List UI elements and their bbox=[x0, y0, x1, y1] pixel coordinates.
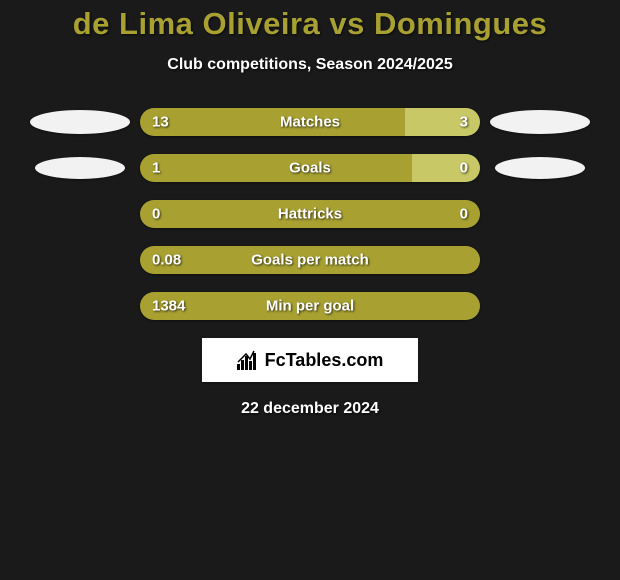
stat-value-left: 13 bbox=[152, 114, 169, 131]
right-indicator-slot bbox=[480, 157, 600, 179]
stat-row: Goals 1 0 bbox=[0, 154, 620, 182]
stats-container: Matches 13 3 Goals 1 0 Hattricks 0 0 Goals per ma… bbox=[0, 108, 620, 320]
stat-value-left: 1384 bbox=[152, 298, 185, 315]
stat-label: Goals bbox=[289, 160, 331, 177]
stat-row: Min per goal 1384 bbox=[0, 292, 620, 320]
page-title: de Lima Oliveira vs Domingues bbox=[0, 6, 620, 42]
stat-bar: Goals per match 0.08 bbox=[140, 246, 480, 274]
stat-value-left: 0.08 bbox=[152, 252, 181, 269]
branding-badge[interactable]: FcTables.com bbox=[202, 338, 418, 382]
stat-label: Hattricks bbox=[278, 206, 342, 223]
bar-left-segment bbox=[140, 154, 412, 182]
stat-row: Hattricks 0 0 bbox=[0, 200, 620, 228]
stat-label: Min per goal bbox=[266, 298, 354, 315]
branding-text: FcTables.com bbox=[265, 350, 384, 371]
stat-label: Goals per match bbox=[251, 252, 369, 269]
left-ellipse bbox=[35, 157, 125, 179]
chart-icon bbox=[237, 350, 259, 370]
stat-bar: Matches 13 3 bbox=[140, 108, 480, 136]
stat-value-left: 1 bbox=[152, 160, 160, 177]
stat-label: Matches bbox=[280, 114, 340, 131]
stat-bar: Hattricks 0 0 bbox=[140, 200, 480, 228]
bar-right-segment bbox=[412, 154, 480, 182]
stat-bar: Goals 1 0 bbox=[140, 154, 480, 182]
right-ellipse bbox=[490, 110, 590, 134]
stat-value-right: 0 bbox=[460, 160, 468, 177]
stat-value-left: 0 bbox=[152, 206, 160, 223]
right-ellipse bbox=[495, 157, 585, 179]
stat-row: Matches 13 3 bbox=[0, 108, 620, 136]
left-indicator-slot bbox=[20, 157, 140, 179]
bar-left-segment bbox=[140, 108, 405, 136]
stat-bar: Min per goal 1384 bbox=[140, 292, 480, 320]
left-indicator-slot bbox=[20, 110, 140, 134]
left-ellipse bbox=[30, 110, 130, 134]
subtitle: Club competitions, Season 2024/2025 bbox=[0, 56, 620, 74]
stat-value-right: 0 bbox=[460, 206, 468, 223]
bar-right-segment bbox=[405, 108, 480, 136]
right-indicator-slot bbox=[480, 110, 600, 134]
date-text: 22 december 2024 bbox=[0, 400, 620, 418]
content-area: de Lima Oliveira vs Domingues Club compe… bbox=[0, 0, 620, 580]
stat-row: Goals per match 0.08 bbox=[0, 246, 620, 274]
stat-value-right: 3 bbox=[460, 114, 468, 131]
